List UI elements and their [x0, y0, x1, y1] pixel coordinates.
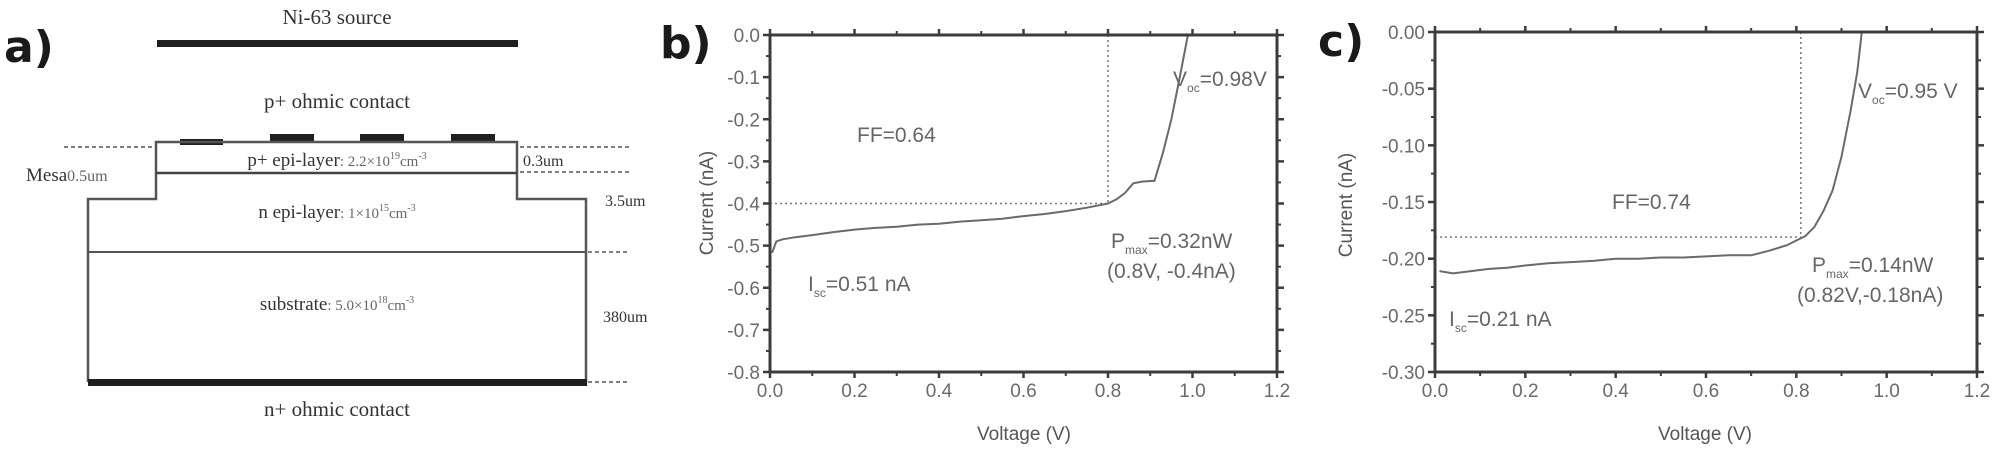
contact-pad — [360, 134, 404, 141]
pmax-label: Pmax=0.32nW — [1111, 230, 1233, 257]
tick-labels: 0.0 0.2 0.4 0.6 0.8 1.0 1.2 0.0 -0.1 -0.2 -0.3 -0.4… — [727, 26, 1290, 402]
panel-label-c: c) — [1318, 16, 1364, 67]
y-tick-label: 0.0 — [734, 26, 760, 47]
iv-curve — [771, 34, 1189, 254]
x-tick-label: 0.6 — [1010, 381, 1036, 402]
y-axis-title: Current (nA) — [1336, 153, 1357, 258]
iv-curve — [1439, 31, 1863, 275]
fill-factor-label: FF=0.64 — [857, 124, 936, 147]
y-tick-label: -0.10 — [1382, 136, 1425, 157]
y-tick-label: -0.30 — [1382, 363, 1425, 384]
thickness-p-plus: 0.3um — [523, 153, 564, 170]
x-tick-label: 0.0 — [757, 381, 783, 402]
voc-label: Voc=0.98V — [1173, 68, 1267, 95]
panel-c-iv-chart: c) 0.0 0.2 0.4 0.6 0.8 1.0 1.2 0.00 -0.05 -0.10 -0… — [1318, 16, 1990, 445]
x-tick-label: 0.8 — [1783, 381, 1809, 402]
n-plus-contact-bar — [88, 379, 587, 386]
panel-b-iv-chart: b) 0.0 0.2 0.4 0.6 0.8 1.0 1.2 0.0 -0.1 -0.2 -0.3 -… — [660, 18, 1290, 445]
p-plus-layer-label: p+ epi-layer: 2.2×1019cm-3 — [247, 150, 426, 171]
y-tick-label: -0.20 — [1382, 250, 1425, 271]
substrate-label: substrate: 5.0×1018cm-3 — [260, 294, 414, 315]
panel-label-a: a) — [4, 22, 54, 73]
y-axis-title: Current (nA) — [697, 151, 718, 256]
thickness-n-epi: 3.5um — [605, 193, 646, 210]
tick-labels: 0.0 0.2 0.4 0.6 0.8 1.0 1.2 0.00 -0.05 -0.10 -0.15… — [1382, 23, 1991, 402]
y-tick-label: -0.15 — [1382, 193, 1425, 214]
device-outline — [86, 140, 588, 382]
y-tick-label: -0.1 — [727, 68, 760, 89]
y-tick-label: -0.6 — [727, 279, 760, 300]
thickness-substrate: 380um — [603, 309, 648, 326]
x-tick-label: 0.2 — [841, 381, 867, 402]
y-tick-label: -0.25 — [1382, 306, 1425, 327]
bottom-contact-label: n+ ohmic contact — [264, 397, 410, 421]
panel-label-b: b) — [660, 18, 712, 69]
y-tick-label: -0.8 — [727, 363, 760, 384]
plot-frame — [1433, 30, 1979, 374]
x-tick-label: 0.6 — [1693, 381, 1719, 402]
ni63-source-bar — [157, 40, 518, 47]
plot-frame — [768, 33, 1279, 374]
x-tick-label: 0.4 — [1602, 381, 1629, 402]
x-tick-label: 1.0 — [1179, 381, 1205, 402]
x-tick-label: 0.2 — [1512, 381, 1538, 402]
panel-a-device-diagram: a) Ni-63 source p+ ohmic contact Mesa0.5… — [4, 5, 648, 421]
x-tick-label: 1.0 — [1873, 381, 1899, 402]
pmax-point-label: (0.82V,-0.18nA) — [1797, 284, 1943, 307]
p-plus-contacts — [180, 134, 495, 145]
source-label: Ni-63 source — [282, 5, 391, 29]
y-tick-label: -0.2 — [727, 110, 760, 131]
x-tick-label: 0.0 — [1422, 381, 1448, 402]
y-tick-label: -0.5 — [727, 237, 760, 258]
x-axis-title: Voltage (V) — [1658, 424, 1752, 445]
top-contact-label: p+ ohmic contact — [264, 89, 410, 113]
dimension-guides — [64, 146, 630, 383]
x-tick-label: 0.8 — [1095, 381, 1121, 402]
y-tick-label: -0.4 — [727, 195, 760, 216]
y-tick-label: -0.7 — [727, 321, 760, 342]
contact-pad — [451, 134, 495, 141]
pmax-point-label: (0.8V, -0.4nA) — [1107, 260, 1236, 283]
y-tick-label: 0.00 — [1388, 23, 1425, 44]
x-tick-label: 0.4 — [926, 381, 953, 402]
x-axis-title: Voltage (V) — [977, 424, 1071, 445]
mesa-label: Mesa0.5um — [26, 165, 108, 186]
isc-label: Isc=0.21 nA — [1449, 308, 1552, 335]
n-epi-layer-label: n epi-layer: 1×1015cm-3 — [258, 202, 415, 223]
pmax-label: Pmax=0.14nW — [1812, 254, 1934, 281]
voc-label: Voc=0.95 V — [1858, 80, 1958, 107]
isc-label: Isc=0.51 nA — [808, 273, 911, 300]
fill-factor-label: FF=0.74 — [1612, 191, 1691, 214]
x-tick-label: 1.2 — [1964, 381, 1990, 402]
contact-pad — [270, 134, 314, 141]
x-tick-label: 1.2 — [1264, 381, 1290, 402]
y-tick-label: -0.05 — [1382, 80, 1425, 101]
y-tick-label: -0.3 — [727, 152, 760, 173]
